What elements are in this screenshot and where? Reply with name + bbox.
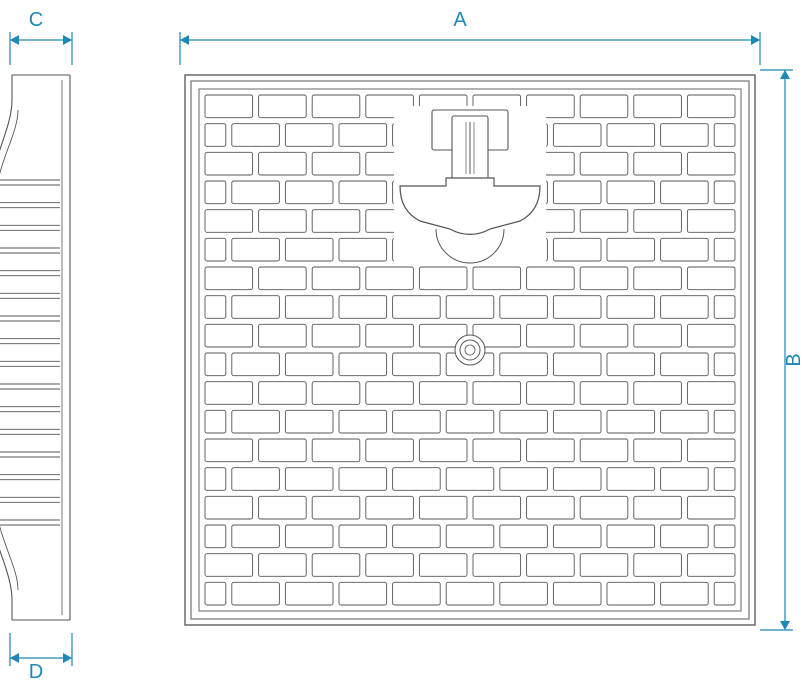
dim-label-D: D [29, 661, 43, 680]
dim-label: A [453, 9, 467, 31]
side-view [0, 75, 70, 620]
dim-label: C [29, 9, 43, 31]
dim-label: B [783, 353, 805, 366]
top-view [185, 75, 755, 625]
